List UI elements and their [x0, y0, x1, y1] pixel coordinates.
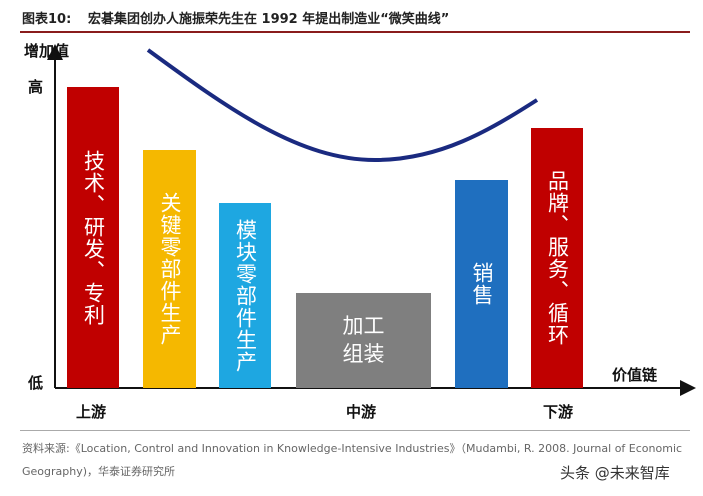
y-low-label: 低 — [28, 374, 44, 392]
title-rule — [20, 31, 690, 33]
bar-label: 关键零部件生产 — [158, 192, 182, 346]
source-text: Geography)，华泰证券研究所 — [22, 465, 176, 478]
bar-label: 技术、研发、专利 — [81, 149, 106, 326]
bar-label: 销售 — [470, 262, 494, 306]
bar: 加工组装 — [296, 293, 431, 388]
y-high-label: 高 — [28, 78, 44, 96]
source-rule — [20, 430, 690, 431]
y-axis-label: 增加值 — [24, 42, 70, 60]
x-axis-label: 价值链 — [612, 366, 658, 384]
bar-label: 加工组装 — [342, 314, 385, 366]
bar-label: 模块零部件生产 — [233, 218, 258, 373]
bar-label: 品牌、服务、循环 — [545, 170, 570, 346]
bar: 模块零部件生产 — [219, 203, 271, 388]
bar: 技术、研发、专利 — [67, 87, 119, 388]
bar: 品牌、服务、循环 — [531, 128, 583, 388]
bar: 关键零部件生产 — [143, 150, 196, 388]
stage-label: 上游 — [76, 403, 107, 421]
stage-label: 中游 — [346, 403, 377, 421]
smile-curve — [146, 48, 539, 163]
bar: 销售 — [455, 180, 508, 388]
source-text: 资料来源:《Location, Control and Innovation i… — [22, 442, 683, 455]
stage-label: 下游 — [543, 403, 574, 421]
figure-title: 宏碁集团创办人施振荣先生在 1992 年提出制造业“微笑曲线” — [88, 12, 450, 27]
figure-label: 图表10: — [22, 12, 72, 27]
watermark: 头条 @未来智库 — [560, 464, 670, 482]
